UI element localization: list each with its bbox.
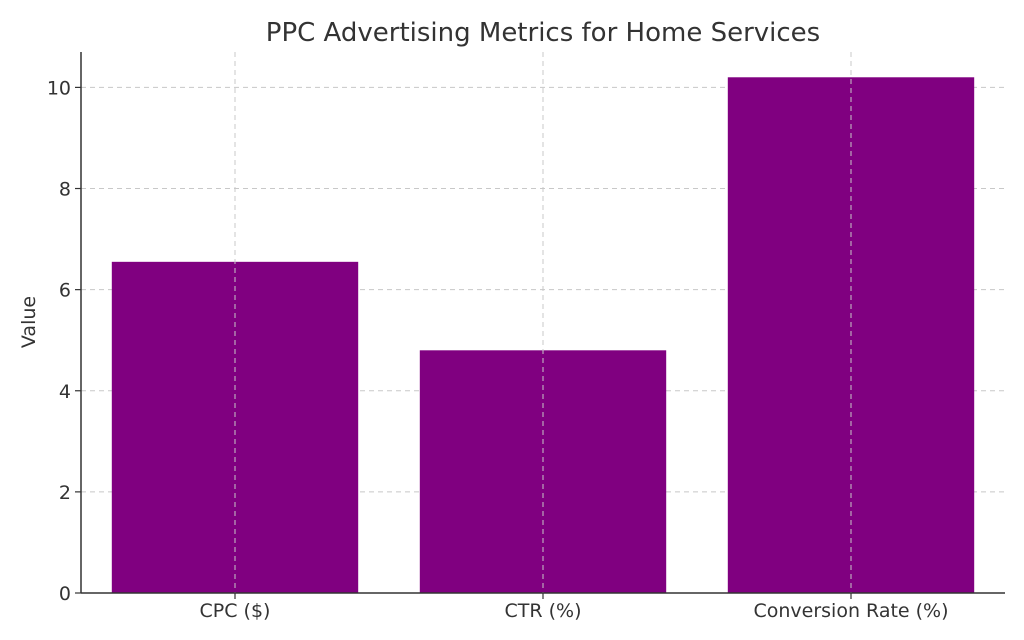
bar <box>111 261 359 593</box>
y-tick-label: 0 <box>59 583 71 605</box>
y-tick-label: 10 <box>47 77 71 99</box>
y-tick-label: 8 <box>59 179 71 201</box>
y-tick-label: 6 <box>59 280 71 302</box>
y-tick-label: 2 <box>59 482 71 504</box>
x-tick-label: CTR (%) <box>505 600 582 622</box>
x-tick-label: Conversion Rate (%) <box>753 600 948 622</box>
x-tick-label: CPC ($) <box>200 600 271 622</box>
bar <box>419 350 667 593</box>
vertical-grid-layer <box>234 52 852 593</box>
y-axis-label: Value <box>18 296 40 348</box>
chart-title: PPC Advertising Metrics for Home Service… <box>266 18 820 48</box>
tick-layer: 0 2 4 6 8 10 CPC ($) CTR (%) Conversion Rate (%) <box>47 77 949 622</box>
y-tick-label: 4 <box>59 381 71 403</box>
